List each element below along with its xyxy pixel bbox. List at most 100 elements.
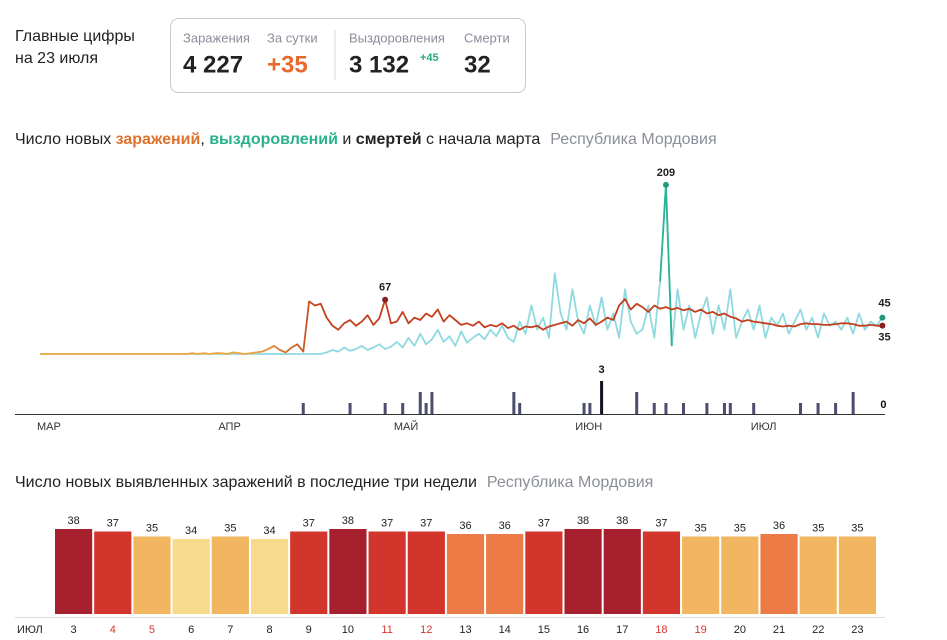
bar (603, 529, 641, 614)
bar (760, 534, 798, 614)
data-label: 38 (616, 515, 628, 527)
death-bar (518, 403, 522, 414)
x-tick-label: 19 (695, 624, 707, 636)
data-label: 67 (379, 282, 391, 294)
death-bar (424, 403, 428, 414)
bar (799, 536, 837, 614)
chart-title: Число новых выявленных заражений в после… (15, 474, 653, 491)
x-tick-label: 16 (577, 624, 589, 636)
bar (564, 529, 602, 614)
bar (172, 539, 210, 614)
stat-label: Выздоровления (349, 30, 445, 45)
data-label: 37 (381, 517, 393, 529)
x-tick-label: 12 (420, 624, 432, 636)
data-label: 34 (185, 525, 197, 537)
bar (211, 536, 249, 614)
point (879, 314, 886, 321)
death-bar (600, 381, 604, 414)
title-part: Число новых (15, 131, 116, 148)
title-part: выздоровлений (209, 131, 338, 148)
bar (55, 529, 93, 614)
x-tick-label: АПР (218, 421, 240, 433)
bar (407, 531, 445, 614)
stat-delta: +45 (420, 52, 439, 64)
x-tick-label: МАР (37, 421, 61, 433)
bar (721, 536, 759, 614)
data-label: 38 (342, 515, 354, 527)
x-tick-label: 3 (71, 624, 77, 636)
title-part: заражений (116, 131, 201, 148)
death-bar (652, 403, 656, 414)
month-label: ИЮЛ (17, 624, 43, 636)
bar (329, 529, 367, 614)
data-label: 209 (657, 167, 675, 179)
death-bar (582, 403, 586, 414)
point (879, 322, 886, 329)
title-text: Число новых выявленных заражений в после… (15, 474, 477, 491)
x-tick-label: ИЮЛ (751, 421, 777, 433)
title-part: и (338, 131, 356, 148)
data-label: 37 (538, 517, 550, 529)
data-label: 34 (263, 525, 275, 537)
data-label: 37 (107, 517, 119, 529)
data-label: 35 (851, 522, 863, 534)
bar (486, 534, 524, 614)
stat-label: Заражения (183, 30, 250, 45)
series-line (40, 184, 884, 355)
header-date: на 23 июля (15, 50, 98, 67)
bar (94, 531, 132, 614)
bar (525, 531, 563, 614)
x-tick-label: 18 (655, 624, 667, 636)
death-bar (799, 403, 802, 414)
death-bar (834, 403, 838, 414)
death-bar (816, 403, 820, 414)
title-part: смертей (356, 131, 422, 148)
x-tick-label: 13 (459, 624, 471, 636)
death-bar (728, 403, 732, 414)
stat-label: Смерти (464, 30, 510, 45)
data-label: 35 (812, 522, 824, 534)
bar (133, 536, 171, 614)
header-title: Главные цифры (15, 28, 135, 45)
x-tick-label: ИЮН (575, 421, 602, 433)
chart-title: Число новых заражений, выздоровлений и с… (15, 131, 717, 148)
x-tick-label: 14 (499, 624, 511, 636)
stat-value: 3 132 (349, 51, 409, 78)
death-bar (752, 403, 756, 414)
x-tick-label: 10 (342, 624, 354, 636)
death-bar (430, 392, 434, 414)
data-label: 37 (420, 517, 432, 529)
bar (642, 531, 681, 614)
data-label: 0 (880, 399, 886, 411)
death-bar (635, 392, 639, 414)
data-label: 35 (878, 332, 890, 344)
death-bar (401, 403, 405, 414)
data-label: 35 (734, 522, 746, 534)
bar (446, 534, 485, 614)
peak-line (659, 184, 673, 346)
death-bar (722, 403, 726, 414)
death-bar (301, 403, 305, 414)
stat-label: За сутки (267, 30, 318, 45)
bar (368, 531, 406, 614)
data-label: 38 (577, 515, 589, 527)
death-bar (851, 392, 855, 414)
x-tick-label: 4 (110, 624, 116, 636)
point (662, 181, 669, 188)
series-line (40, 298, 883, 355)
death-bar (383, 403, 387, 414)
bar (290, 531, 328, 614)
x-tick-label: 5 (149, 624, 155, 636)
x-tick-label: 11 (381, 624, 392, 636)
data-label: 45 (878, 297, 890, 309)
x-tick-label: 7 (227, 624, 233, 636)
x-tick-label: 6 (188, 624, 194, 636)
data-label: 3 (599, 364, 605, 376)
x-tick-label: 22 (812, 624, 824, 636)
point (382, 296, 389, 303)
data-label: 37 (303, 517, 315, 529)
x-tick-label: 23 (851, 624, 863, 636)
x-tick-label: 9 (306, 624, 312, 636)
chart-subtitle: Республика Мордовия (550, 131, 716, 148)
